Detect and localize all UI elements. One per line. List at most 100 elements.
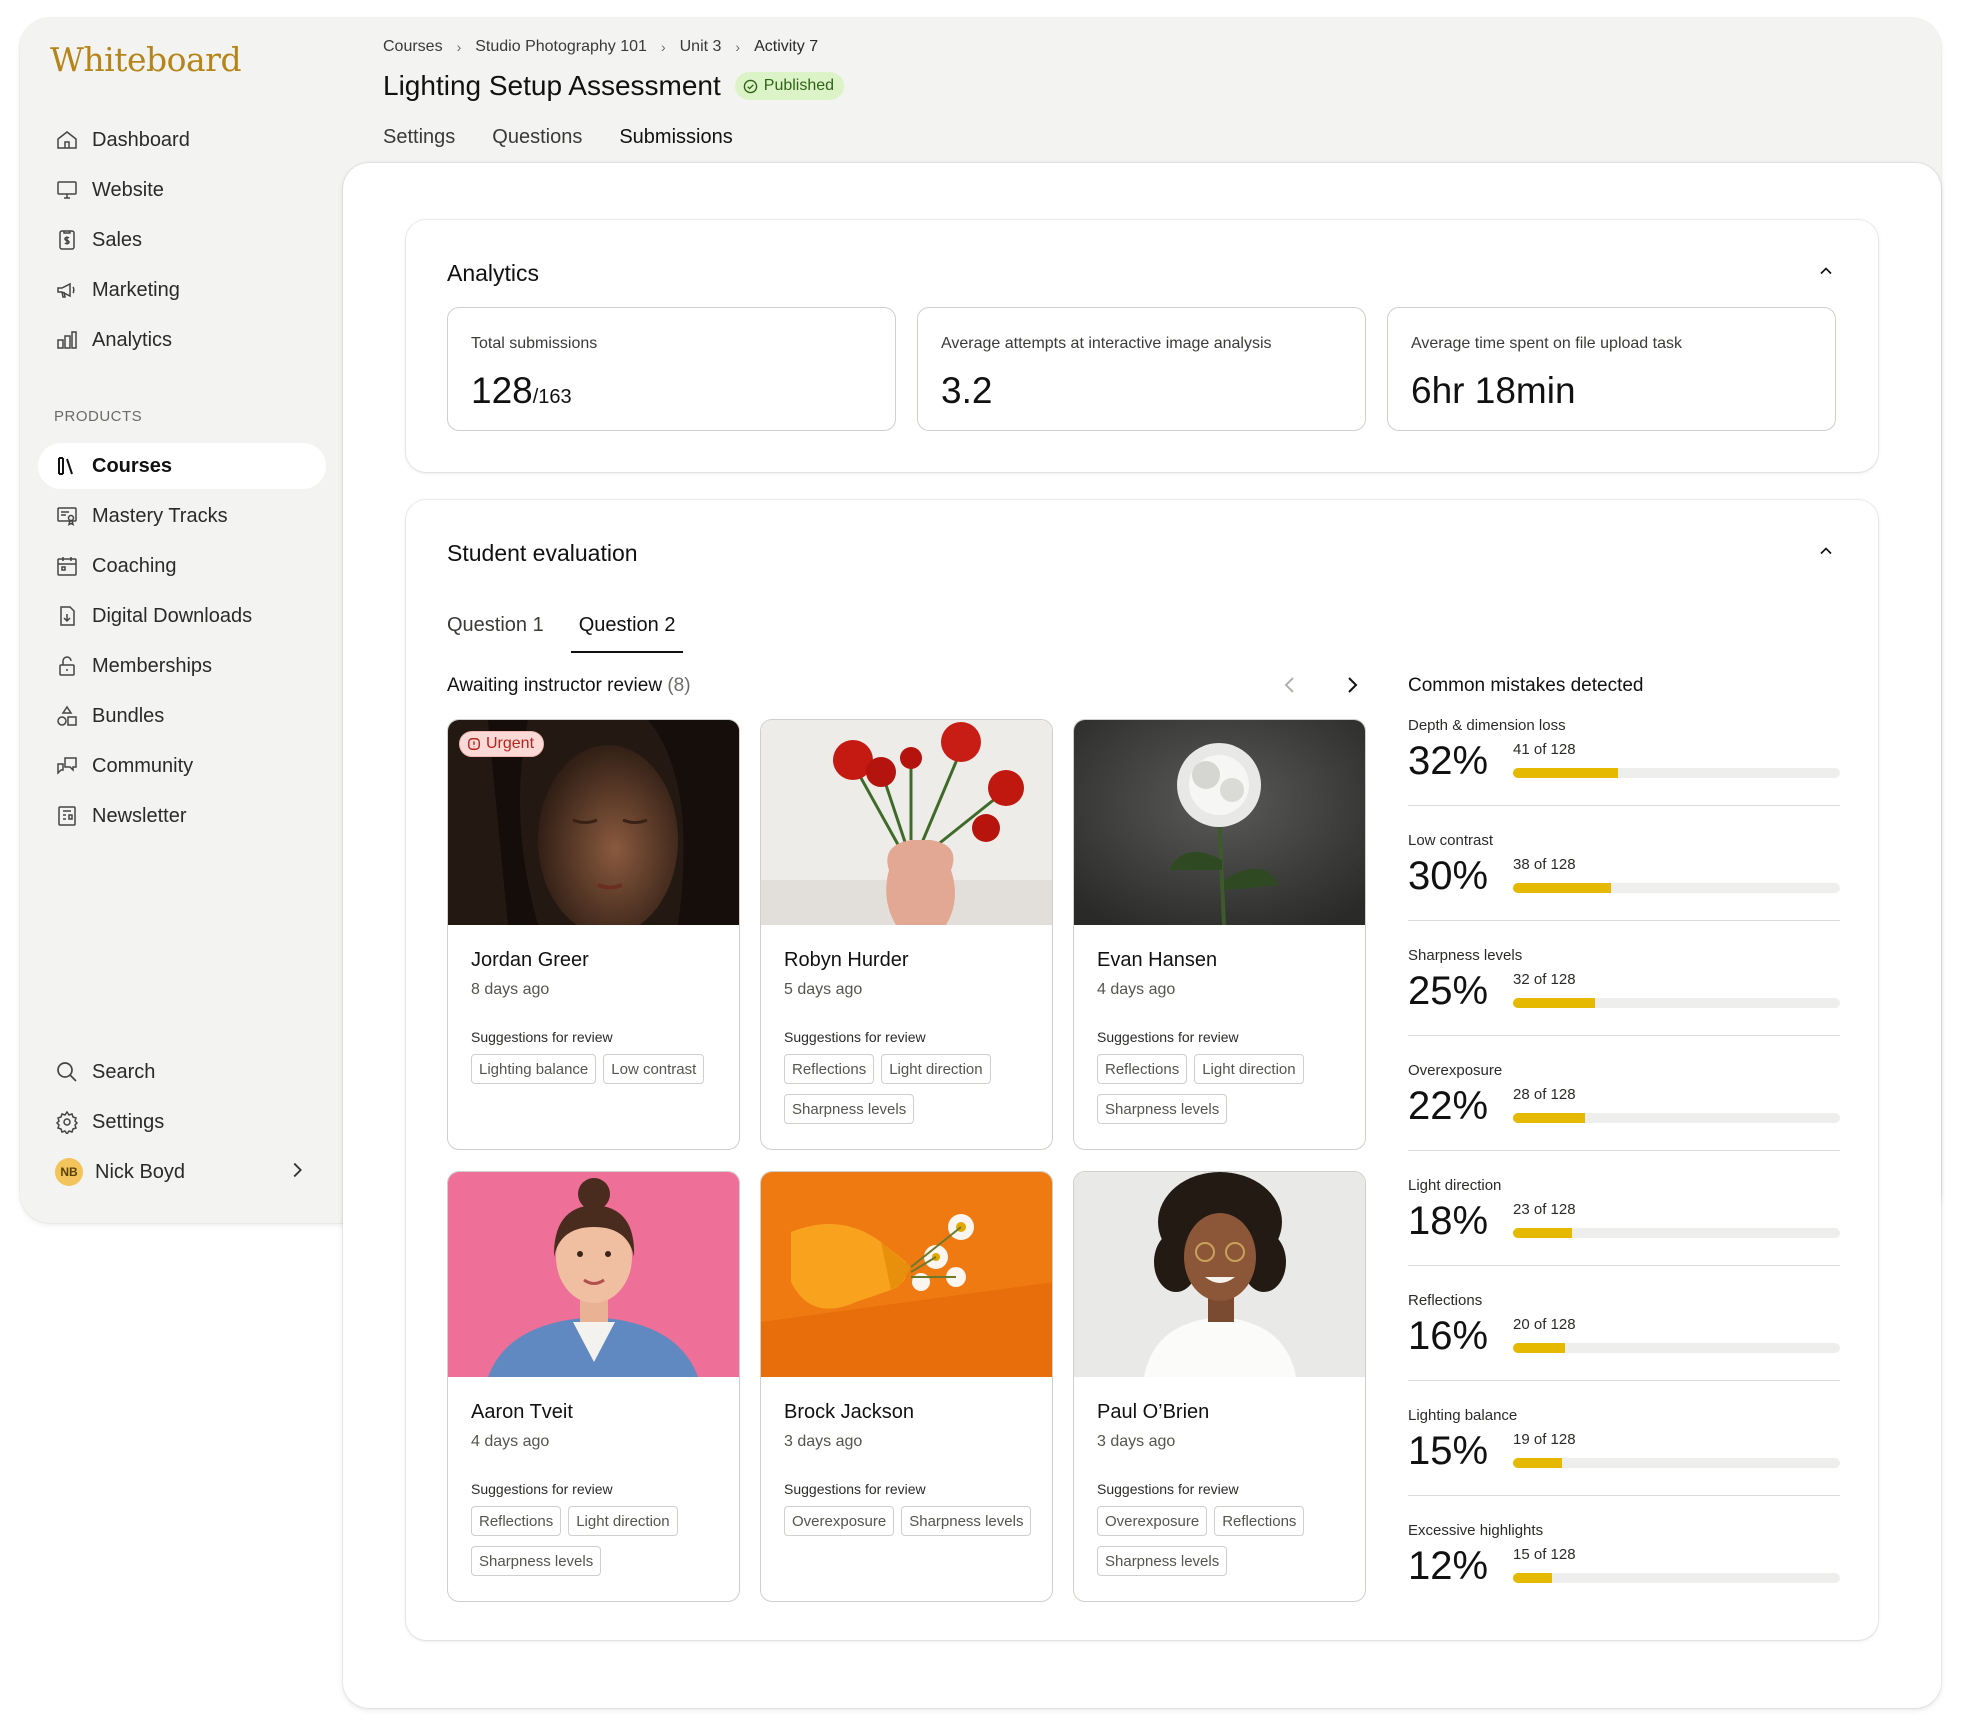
submission-card[interactable]: Evan Hansen 4 days ago Suggestions for r… [1073,719,1366,1150]
breadcrumb-course[interactable]: Studio Photography 101 [475,38,647,55]
sidebar-item-search[interactable]: Search [38,1049,326,1095]
breadcrumb: Courses › Studio Photography 101 › Unit … [383,38,818,56]
sidebar-item-digital-downloads[interactable]: Digital Downloads [38,593,326,639]
lock-icon [59,656,75,676]
sidebar-item-coaching[interactable]: Coaching [38,543,326,589]
mistake-percent: 18% [1408,1199,1489,1243]
chevron-up-icon[interactable] [1816,261,1836,281]
mistake-progress-bar [1513,998,1840,1008]
suggestion-tag[interactable]: Low contrast [603,1054,705,1084]
submission-card[interactable]: Aaron Tveit 4 days ago Suggestions for r… [447,1171,740,1602]
sidebar-item-newsletter[interactable]: Newsletter [38,793,326,839]
mistake-label: Overexposure [1408,1062,1503,1079]
sidebar-item-website[interactable]: Website [38,167,326,213]
mistake-row: Light direction 18% 23 of 128 [1408,1177,1840,1292]
suggestion-tag[interactable]: Sharpness levels [1097,1094,1228,1124]
divider [1408,1495,1840,1496]
suggestion-tags: Reflections Light direction Sharpness le… [784,1054,1044,1134]
sidebar-item-label: Memberships [92,654,213,677]
suggestions-label: Suggestions for review [1097,1481,1239,1497]
sidebar-item-label: Settings [92,1110,165,1133]
stat-number: 128 [471,370,533,411]
sidebar-item-label: Newsletter [92,804,187,827]
divider [1408,1150,1840,1151]
sidebar-item-marketing[interactable]: Marketing [38,267,326,313]
mistake-progress-bar [1513,1573,1840,1583]
suggestion-tag[interactable]: Sharpness levels [471,1546,602,1576]
stat-label: Average time spent on file upload task [1411,335,1682,352]
suggestion-tag[interactable]: Overexposure [1097,1506,1208,1536]
stat-label: Total submissions [471,335,598,352]
sidebar-item-analytics[interactable]: Analytics [38,317,326,363]
suggestion-tag[interactable]: Overexposure [784,1506,895,1536]
suggestion-tag[interactable]: Reflections [471,1506,562,1536]
divider [1408,920,1840,921]
question-tabs: Question 1 Question 2 [447,614,710,653]
suggestion-tag[interactable]: Sharpness levels [901,1506,1032,1536]
page-title-row: Lighting Setup Assessment Published [383,70,845,102]
sidebar-item-memberships[interactable]: Memberships [38,643,326,689]
tab-question-1[interactable]: Question 1 [447,614,544,636]
mistake-progress-bar [1513,768,1840,778]
mistake-progress-fill [1513,1343,1566,1353]
chevron-up-icon[interactable] [1816,541,1836,561]
mistake-count: 20 of 128 [1513,1316,1576,1333]
sidebar-item-dashboard[interactable]: Dashboard [38,117,326,163]
submission-card[interactable]: Paul O’Brien 3 days ago Suggestions for … [1073,1171,1366,1602]
books-icon [58,457,73,475]
sidebar-item-label: Mastery Tracks [92,504,228,527]
mistake-percent: 32% [1408,739,1489,783]
suggestion-tag[interactable]: Light direction [881,1054,991,1084]
submission-card[interactable]: Robyn Hurder 5 days ago Suggestions for … [760,719,1053,1150]
page-title: Lighting Setup Assessment [383,70,721,101]
tab-submissions[interactable]: Submissions [611,126,742,165]
mistake-progress-fill [1513,1573,1553,1583]
breadcrumb-unit[interactable]: Unit 3 [679,38,722,55]
student-evaluation-card: Student evaluation Question 1 Question 2… [406,500,1878,1640]
common-mistakes-title: Common mistakes detected [1408,675,1644,696]
chat-icon [57,757,77,775]
submission-time: 5 days ago [784,981,863,998]
suggestion-tag[interactable]: Light direction [1194,1054,1304,1084]
status-badge: Published [734,72,845,100]
stat-value: 3.2 [941,370,993,411]
sidebar-item-mastery-tracks[interactable]: Mastery Tracks [38,493,326,539]
sidebar-item-label: Marketing [92,278,180,301]
chevron-right-icon[interactable] [1340,673,1364,697]
tab-question-2[interactable]: Question 2 [570,614,684,653]
newsletter-icon [58,806,76,826]
suggestion-tag[interactable]: Reflections [784,1054,875,1084]
stat-label: Average attempts at interactive image an… [941,335,1272,352]
tab-questions[interactable]: Questions [492,126,583,148]
stat-sub: /163 [532,386,572,408]
tab-settings[interactable]: Settings [383,126,456,148]
products-heading: PRODUCTS [54,408,143,425]
suggestion-tag[interactable]: Light direction [568,1506,678,1536]
breadcrumb-courses[interactable]: Courses [383,38,443,55]
submission-card[interactable]: Urgent Jordan Greer 8 days ago Suggestio… [447,719,740,1150]
sidebar-item-settings[interactable]: Settings [38,1099,326,1145]
suggestion-tag[interactable]: Sharpness levels [784,1094,915,1124]
suggestion-tag[interactable]: Lighting balance [471,1054,597,1084]
certificate-icon [57,507,77,526]
suggestions-label: Suggestions for review [784,1029,926,1045]
chevron-right-icon[interactable] [286,1159,308,1181]
app-logo[interactable]: Whiteboard [50,40,242,79]
sidebar-item-community[interactable]: Community [38,743,326,789]
suggestions-label: Suggestions for review [1097,1029,1239,1045]
sidebar-item-courses[interactable]: Courses [38,443,326,489]
mistake-count: 28 of 128 [1513,1086,1576,1103]
sidebar-item-bundles[interactable]: Bundles [38,693,326,739]
suggestion-tag[interactable]: Sharpness levels [1097,1546,1228,1576]
submission-card[interactable]: Brock Jackson 3 days ago Suggestions for… [760,1171,1053,1602]
chevron-left-icon[interactable] [1278,673,1302,697]
sidebar-item-sales[interactable]: Sales [38,217,326,263]
suggestion-tag[interactable]: Reflections [1097,1054,1188,1084]
sidebar-item-label: Coaching [92,554,177,577]
mistake-count: 23 of 128 [1513,1201,1576,1218]
user-menu[interactable]: NB Nick Boyd [38,1149,326,1195]
suggestion-tag[interactable]: Reflections [1214,1506,1305,1536]
mistake-count: 41 of 128 [1513,741,1576,758]
user-name: Nick Boyd [95,1160,186,1183]
submission-image [448,1172,739,1377]
